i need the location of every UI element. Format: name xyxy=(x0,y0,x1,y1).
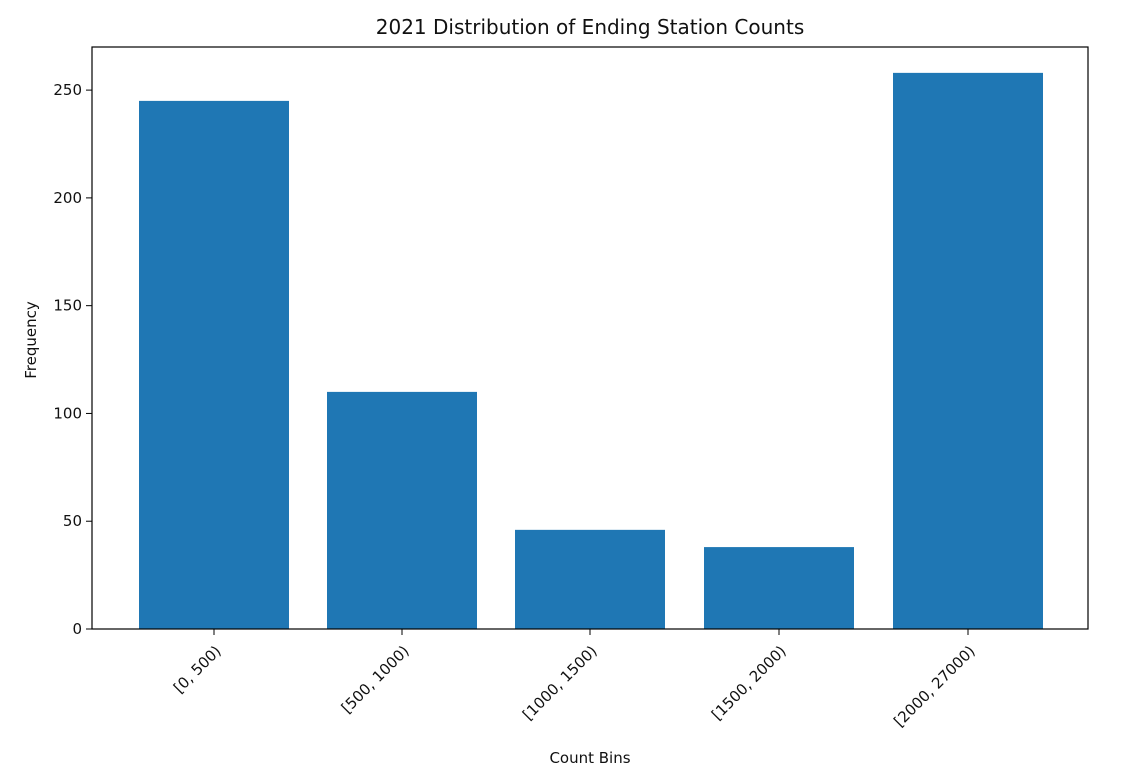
y-tick-label-4: 200 xyxy=(53,189,82,207)
y-axis-ticks: 0 50 100 150 200 250 xyxy=(53,81,92,638)
y-tick-label-3: 150 xyxy=(53,297,82,315)
y-tick-label-1: 50 xyxy=(63,512,82,530)
bar-0 xyxy=(139,100,289,629)
bars-group xyxy=(139,72,1043,629)
plot-frame xyxy=(91,46,1089,630)
x-tick-label-0: [0, 500) xyxy=(170,642,225,697)
y-tick-label-2: 100 xyxy=(53,404,82,422)
bar-3 xyxy=(704,547,854,629)
x-axis-ticks: [0, 500) [500, 1000) [1000, 1500) [1500, 20… xyxy=(170,629,979,731)
y-tick-label-5: 250 xyxy=(53,81,82,99)
y-tick-label-0: 0 xyxy=(72,620,82,638)
y-axis-label: Frequency xyxy=(22,301,40,379)
x-tick-label-3: [1500, 2000) xyxy=(708,642,790,724)
x-axis-label: Count Bins xyxy=(549,749,630,767)
x-tick-label-4: [2000, 27000) xyxy=(890,642,978,730)
x-tick-label-1: [500, 1000) xyxy=(338,642,413,717)
chart-title: 2021 Distribution of Ending Station Coun… xyxy=(376,15,805,39)
bar-4 xyxy=(893,72,1043,629)
x-tick-label-2: [1000, 1500) xyxy=(519,642,601,724)
bar-2 xyxy=(515,529,665,629)
bar-1 xyxy=(327,391,477,629)
